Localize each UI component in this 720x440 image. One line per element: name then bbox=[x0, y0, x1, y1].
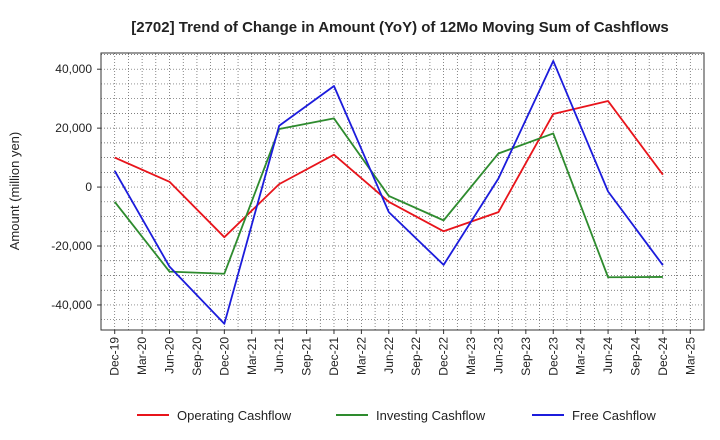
legend-label: Free Cashflow bbox=[572, 408, 656, 423]
legend-label: Operating Cashflow bbox=[177, 408, 292, 423]
legend-label: Investing Cashflow bbox=[376, 408, 486, 423]
x-tick-label: Mar-22 bbox=[354, 337, 368, 375]
y-axis: -40,000 -20,000 0 20,000 40,000 bbox=[51, 62, 101, 312]
x-tick-label: Jun-20 bbox=[163, 337, 177, 374]
x-tick-label: Dec-19 bbox=[108, 337, 122, 376]
x-tick-label: Jun-23 bbox=[491, 337, 505, 374]
y-tick-label: 20,000 bbox=[55, 121, 92, 135]
x-axis: Dec-19 Mar-20 Jun-20 Sep-20 Dec-20 Mar-21 Jun-… bbox=[108, 330, 697, 376]
x-tick-label: Mar-20 bbox=[135, 337, 149, 375]
x-tick-label: Dec-23 bbox=[546, 337, 560, 376]
x-tick-label: Sep-21 bbox=[300, 337, 314, 376]
x-tick-label: Sep-23 bbox=[519, 337, 533, 376]
x-tick-label: Jun-24 bbox=[601, 337, 615, 374]
y-tick-label: 0 bbox=[85, 180, 92, 194]
series-line-free-cashflow bbox=[113, 60, 664, 325]
x-tick-label: Sep-22 bbox=[409, 337, 423, 376]
chart-title: [2702] Trend of Change in Amount (YoY) o… bbox=[131, 19, 669, 36]
series-line-investing-cashflow bbox=[113, 117, 663, 279]
x-tick-label: Mar-24 bbox=[574, 337, 588, 375]
y-axis-label: Amount (million yen) bbox=[7, 132, 22, 251]
y-tick-label: 40,000 bbox=[55, 62, 92, 76]
y-tick-label: -40,000 bbox=[51, 298, 92, 312]
legend: Operating Cashflow Investing Cashflow Free… bbox=[137, 408, 656, 423]
x-tick-label: Jun-22 bbox=[382, 337, 396, 374]
x-tick-label: Dec-21 bbox=[327, 337, 341, 376]
x-tick-label: Sep-20 bbox=[190, 337, 204, 376]
plot-border bbox=[100, 52, 705, 331]
x-tick-label: Dec-24 bbox=[656, 337, 670, 376]
x-tick-label: Dec-22 bbox=[437, 337, 451, 376]
x-tick-label: Jun-21 bbox=[272, 337, 286, 374]
x-tick-label: Mar-25 bbox=[683, 337, 697, 375]
x-tick-label: Sep-24 bbox=[628, 337, 642, 376]
series-line-operating-cashflow bbox=[114, 100, 664, 239]
y-tick-label: -20,000 bbox=[51, 239, 92, 253]
x-tick-label: Mar-23 bbox=[464, 337, 478, 375]
x-tick-label: Mar-21 bbox=[245, 337, 259, 375]
x-tick-label: Dec-20 bbox=[217, 337, 231, 376]
series-group bbox=[113, 60, 664, 325]
grid bbox=[101, 53, 704, 330]
